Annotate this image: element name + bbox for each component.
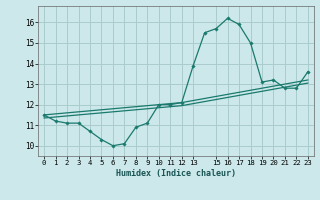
X-axis label: Humidex (Indice chaleur): Humidex (Indice chaleur) — [116, 169, 236, 178]
